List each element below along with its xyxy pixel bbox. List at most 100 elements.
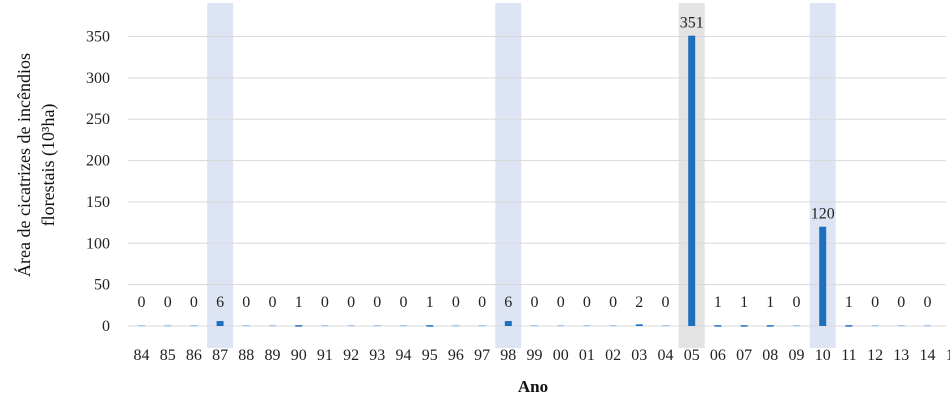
x-tick-label-04: 04 [658, 347, 674, 364]
bar-88 [242, 325, 250, 327]
bar-00 [557, 325, 565, 327]
data-label-90: 1 [295, 294, 303, 311]
data-label-95: 1 [426, 294, 434, 311]
x-tick-label-06: 06 [710, 347, 726, 364]
data-label-12: 0 [871, 294, 879, 311]
data-label-88: 0 [242, 294, 250, 311]
y-tick-label-200: 200 [86, 153, 110, 170]
x-tick-label-95: 95 [422, 347, 438, 364]
data-label-10: 120 [811, 206, 835, 223]
bar-89 [269, 325, 276, 327]
x-tick-label-14: 14 [920, 347, 936, 364]
bar-85 [164, 325, 172, 327]
x-tick-label-10: 10 [815, 347, 831, 364]
data-label-01: 0 [583, 294, 591, 311]
x-tick-label-08: 08 [762, 347, 778, 364]
x-tick-label-97: 97 [474, 347, 490, 364]
x-tick-label-94: 94 [396, 347, 412, 364]
x-tick-label-12: 12 [867, 347, 883, 364]
bar-91 [321, 325, 329, 327]
bar-96 [452, 325, 460, 327]
x-tick-label-89: 89 [265, 347, 281, 364]
bar-98 [504, 321, 512, 326]
bars [138, 35, 931, 327]
bar-14 [924, 325, 931, 327]
x-tick-labels: 84 85 86 87 88 89 90 91 92 93 94 95 96 97 98 99 00 01 02 03… [134, 347, 950, 364]
x-tick-label-93: 93 [369, 347, 385, 364]
x-tick-label-98: 98 [500, 347, 516, 364]
bar-97 [478, 325, 486, 327]
data-label-92: 0 [347, 294, 355, 311]
x-tick-label-96: 96 [448, 347, 464, 364]
bar-04 [662, 325, 669, 327]
bar-07 [740, 325, 748, 327]
x-tick-label-92: 92 [343, 347, 359, 364]
data-label-89: 0 [269, 294, 277, 311]
x-tick-label-02: 02 [605, 347, 621, 364]
x-tick-label-01: 01 [579, 347, 595, 364]
bar-87 [216, 321, 224, 326]
y-tick-label-50: 50 [94, 277, 110, 294]
data-label-86: 0 [190, 294, 198, 311]
x-tick-label-11: 11 [841, 347, 856, 364]
bar-93 [373, 325, 381, 327]
data-label-14: 0 [924, 294, 932, 311]
data-label-02: 0 [609, 294, 617, 311]
data-label-11: 1 [845, 294, 853, 311]
bar-02 [609, 325, 617, 327]
x-tick-label-07: 07 [736, 347, 752, 364]
x-tick-label-88: 88 [238, 347, 254, 364]
data-label-96: 0 [452, 294, 460, 311]
data-label-99: 0 [531, 294, 539, 311]
highlight-bands [207, 3, 836, 348]
y-axis-title: Área de cicatrizes de incêndios floresta… [13, 53, 59, 277]
bar-95 [426, 325, 434, 327]
x-tick-label-84: 84 [134, 347, 150, 364]
highlight-band-87 [207, 3, 234, 348]
data-label-85: 0 [164, 294, 172, 311]
x-tick-label-13: 13 [893, 347, 909, 364]
y-tick-label-250: 250 [86, 111, 110, 128]
data-label-87: 6 [216, 294, 224, 311]
x-axis-title: Ano [518, 377, 548, 396]
data-label-13: 0 [897, 294, 905, 311]
x-tick-label-05: 05 [684, 347, 700, 364]
bar-08 [766, 325, 774, 327]
y-tick-label-350: 350 [86, 29, 110, 46]
y-tick-labels: 0 50 100 150 200 250 300 350 [86, 29, 110, 336]
bar-99 [531, 325, 538, 327]
data-label-07: 1 [740, 294, 748, 311]
y-tick-label-300: 300 [86, 70, 110, 87]
data-label-94: 0 [400, 294, 408, 311]
bar-03 [635, 324, 643, 326]
bar-86 [190, 325, 198, 327]
x-tick-label-00: 00 [553, 347, 569, 364]
x-tick-label-99: 99 [527, 347, 543, 364]
data-label-00: 0 [557, 294, 565, 311]
x-tick-label-15: 15 [946, 347, 950, 364]
x-tick-label-03: 03 [631, 347, 647, 364]
data-label-04: 0 [662, 294, 670, 311]
y-tick-label-150: 150 [86, 194, 110, 211]
data-labels: 0006001000010060000203511110120100012910 [138, 15, 950, 311]
x-tick-label-09: 09 [789, 347, 805, 364]
bar-09 [793, 325, 800, 327]
y-axis-title-line-2: florestais (10³ha) [38, 104, 59, 227]
bar-06 [714, 325, 722, 327]
data-label-06: 1 [714, 294, 722, 311]
bar-10 [819, 226, 827, 326]
data-label-09: 0 [793, 294, 801, 311]
bar-84 [138, 325, 145, 327]
data-label-84: 0 [138, 294, 146, 311]
data-label-97: 0 [478, 294, 486, 311]
x-tick-label-90: 90 [291, 347, 307, 364]
bar-94 [400, 325, 407, 327]
x-tick-label-91: 91 [317, 347, 333, 364]
bar-01 [583, 325, 591, 327]
data-label-91: 0 [321, 294, 329, 311]
bar-05 [688, 35, 696, 327]
data-label-93: 0 [373, 294, 381, 311]
bar-13 [897, 325, 905, 327]
